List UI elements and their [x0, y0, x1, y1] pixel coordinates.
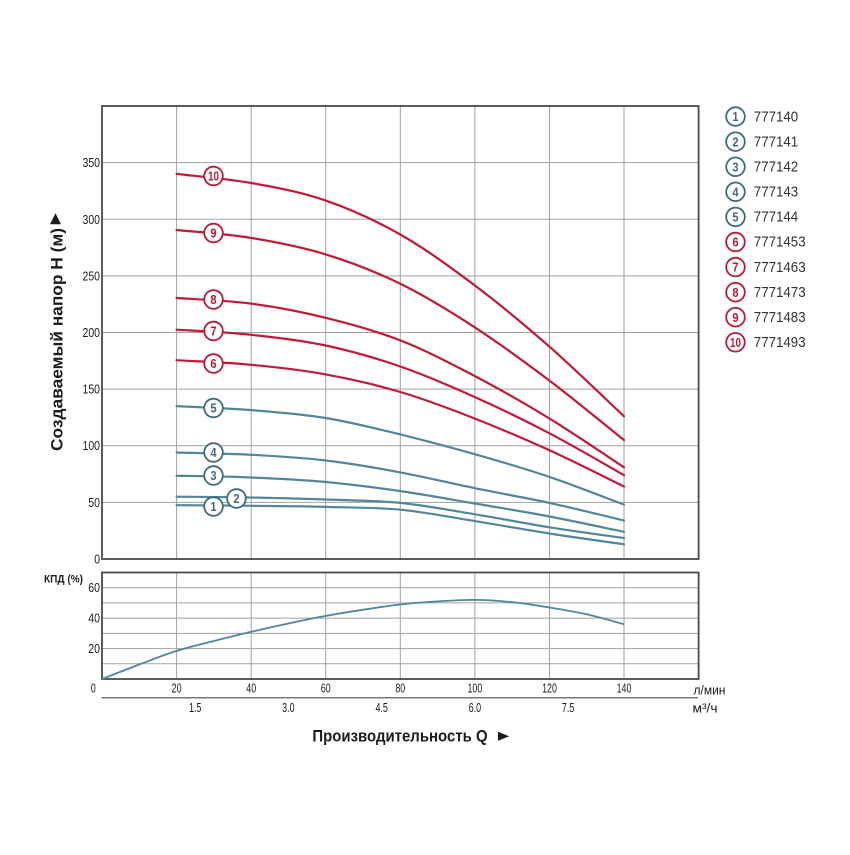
svg-text:Производительность Q: Производительность Q — [312, 727, 487, 746]
svg-text:Создаваемый напор H (м): Создаваемый напор H (м) — [48, 228, 67, 451]
svg-text:л/мин: л/мин — [694, 682, 726, 697]
svg-text:3.0: 3.0 — [282, 701, 295, 715]
svg-text:6: 6 — [732, 235, 738, 250]
svg-text:120: 120 — [542, 681, 557, 695]
svg-text:60: 60 — [88, 581, 100, 595]
svg-text:250: 250 — [83, 269, 101, 283]
svg-text:140: 140 — [617, 681, 632, 695]
svg-text:м³/ч: м³/ч — [693, 700, 718, 715]
svg-text:1: 1 — [210, 499, 216, 514]
svg-text:0: 0 — [91, 682, 96, 696]
svg-text:350: 350 — [83, 156, 101, 170]
svg-text:5: 5 — [732, 210, 738, 225]
svg-text:1.5: 1.5 — [189, 701, 202, 715]
svg-text:80: 80 — [395, 681, 405, 695]
svg-text:3: 3 — [210, 468, 216, 483]
svg-text:7: 7 — [732, 260, 738, 275]
svg-text:2: 2 — [732, 134, 738, 149]
svg-text:4.5: 4.5 — [375, 701, 388, 715]
svg-text:7: 7 — [210, 324, 216, 339]
svg-text:7.5: 7.5 — [562, 701, 575, 715]
svg-text:150: 150 — [83, 383, 101, 397]
svg-text:10: 10 — [208, 169, 219, 184]
svg-text:3: 3 — [732, 159, 738, 174]
svg-text:100: 100 — [468, 681, 483, 695]
svg-text:2: 2 — [233, 491, 239, 506]
svg-text:20: 20 — [88, 642, 100, 656]
svg-text:7771453: 7771453 — [754, 234, 806, 251]
svg-text:300: 300 — [83, 213, 101, 227]
svg-text:20: 20 — [172, 681, 182, 695]
svg-text:40: 40 — [246, 681, 256, 695]
svg-text:60: 60 — [321, 681, 331, 695]
svg-text:4: 4 — [210, 445, 217, 460]
svg-text:777144: 777144 — [754, 209, 798, 226]
svg-text:777140: 777140 — [754, 108, 798, 125]
svg-text:8: 8 — [210, 292, 216, 307]
svg-text:6.0: 6.0 — [469, 701, 482, 715]
svg-text:7771463: 7771463 — [754, 259, 806, 276]
svg-text:1: 1 — [732, 109, 738, 124]
svg-text:7771483: 7771483 — [754, 309, 806, 326]
svg-text:10: 10 — [730, 335, 741, 350]
svg-text:7771473: 7771473 — [754, 284, 806, 301]
svg-text:100: 100 — [83, 439, 101, 453]
svg-text:50: 50 — [88, 496, 100, 510]
svg-text:9: 9 — [210, 226, 216, 241]
svg-text:7771493: 7771493 — [754, 334, 806, 351]
svg-text:9: 9 — [732, 310, 738, 325]
svg-text:5: 5 — [210, 401, 216, 416]
svg-text:8: 8 — [732, 285, 738, 300]
svg-text:40: 40 — [88, 612, 100, 626]
svg-text:КПД (%): КПД (%) — [44, 573, 83, 585]
svg-text:777141: 777141 — [754, 133, 798, 150]
svg-text:777142: 777142 — [754, 159, 798, 176]
svg-text:4: 4 — [732, 184, 739, 199]
svg-text:200: 200 — [83, 326, 101, 340]
svg-text:777143: 777143 — [754, 184, 798, 201]
svg-text:0: 0 — [94, 553, 100, 567]
svg-text:6: 6 — [210, 356, 216, 371]
